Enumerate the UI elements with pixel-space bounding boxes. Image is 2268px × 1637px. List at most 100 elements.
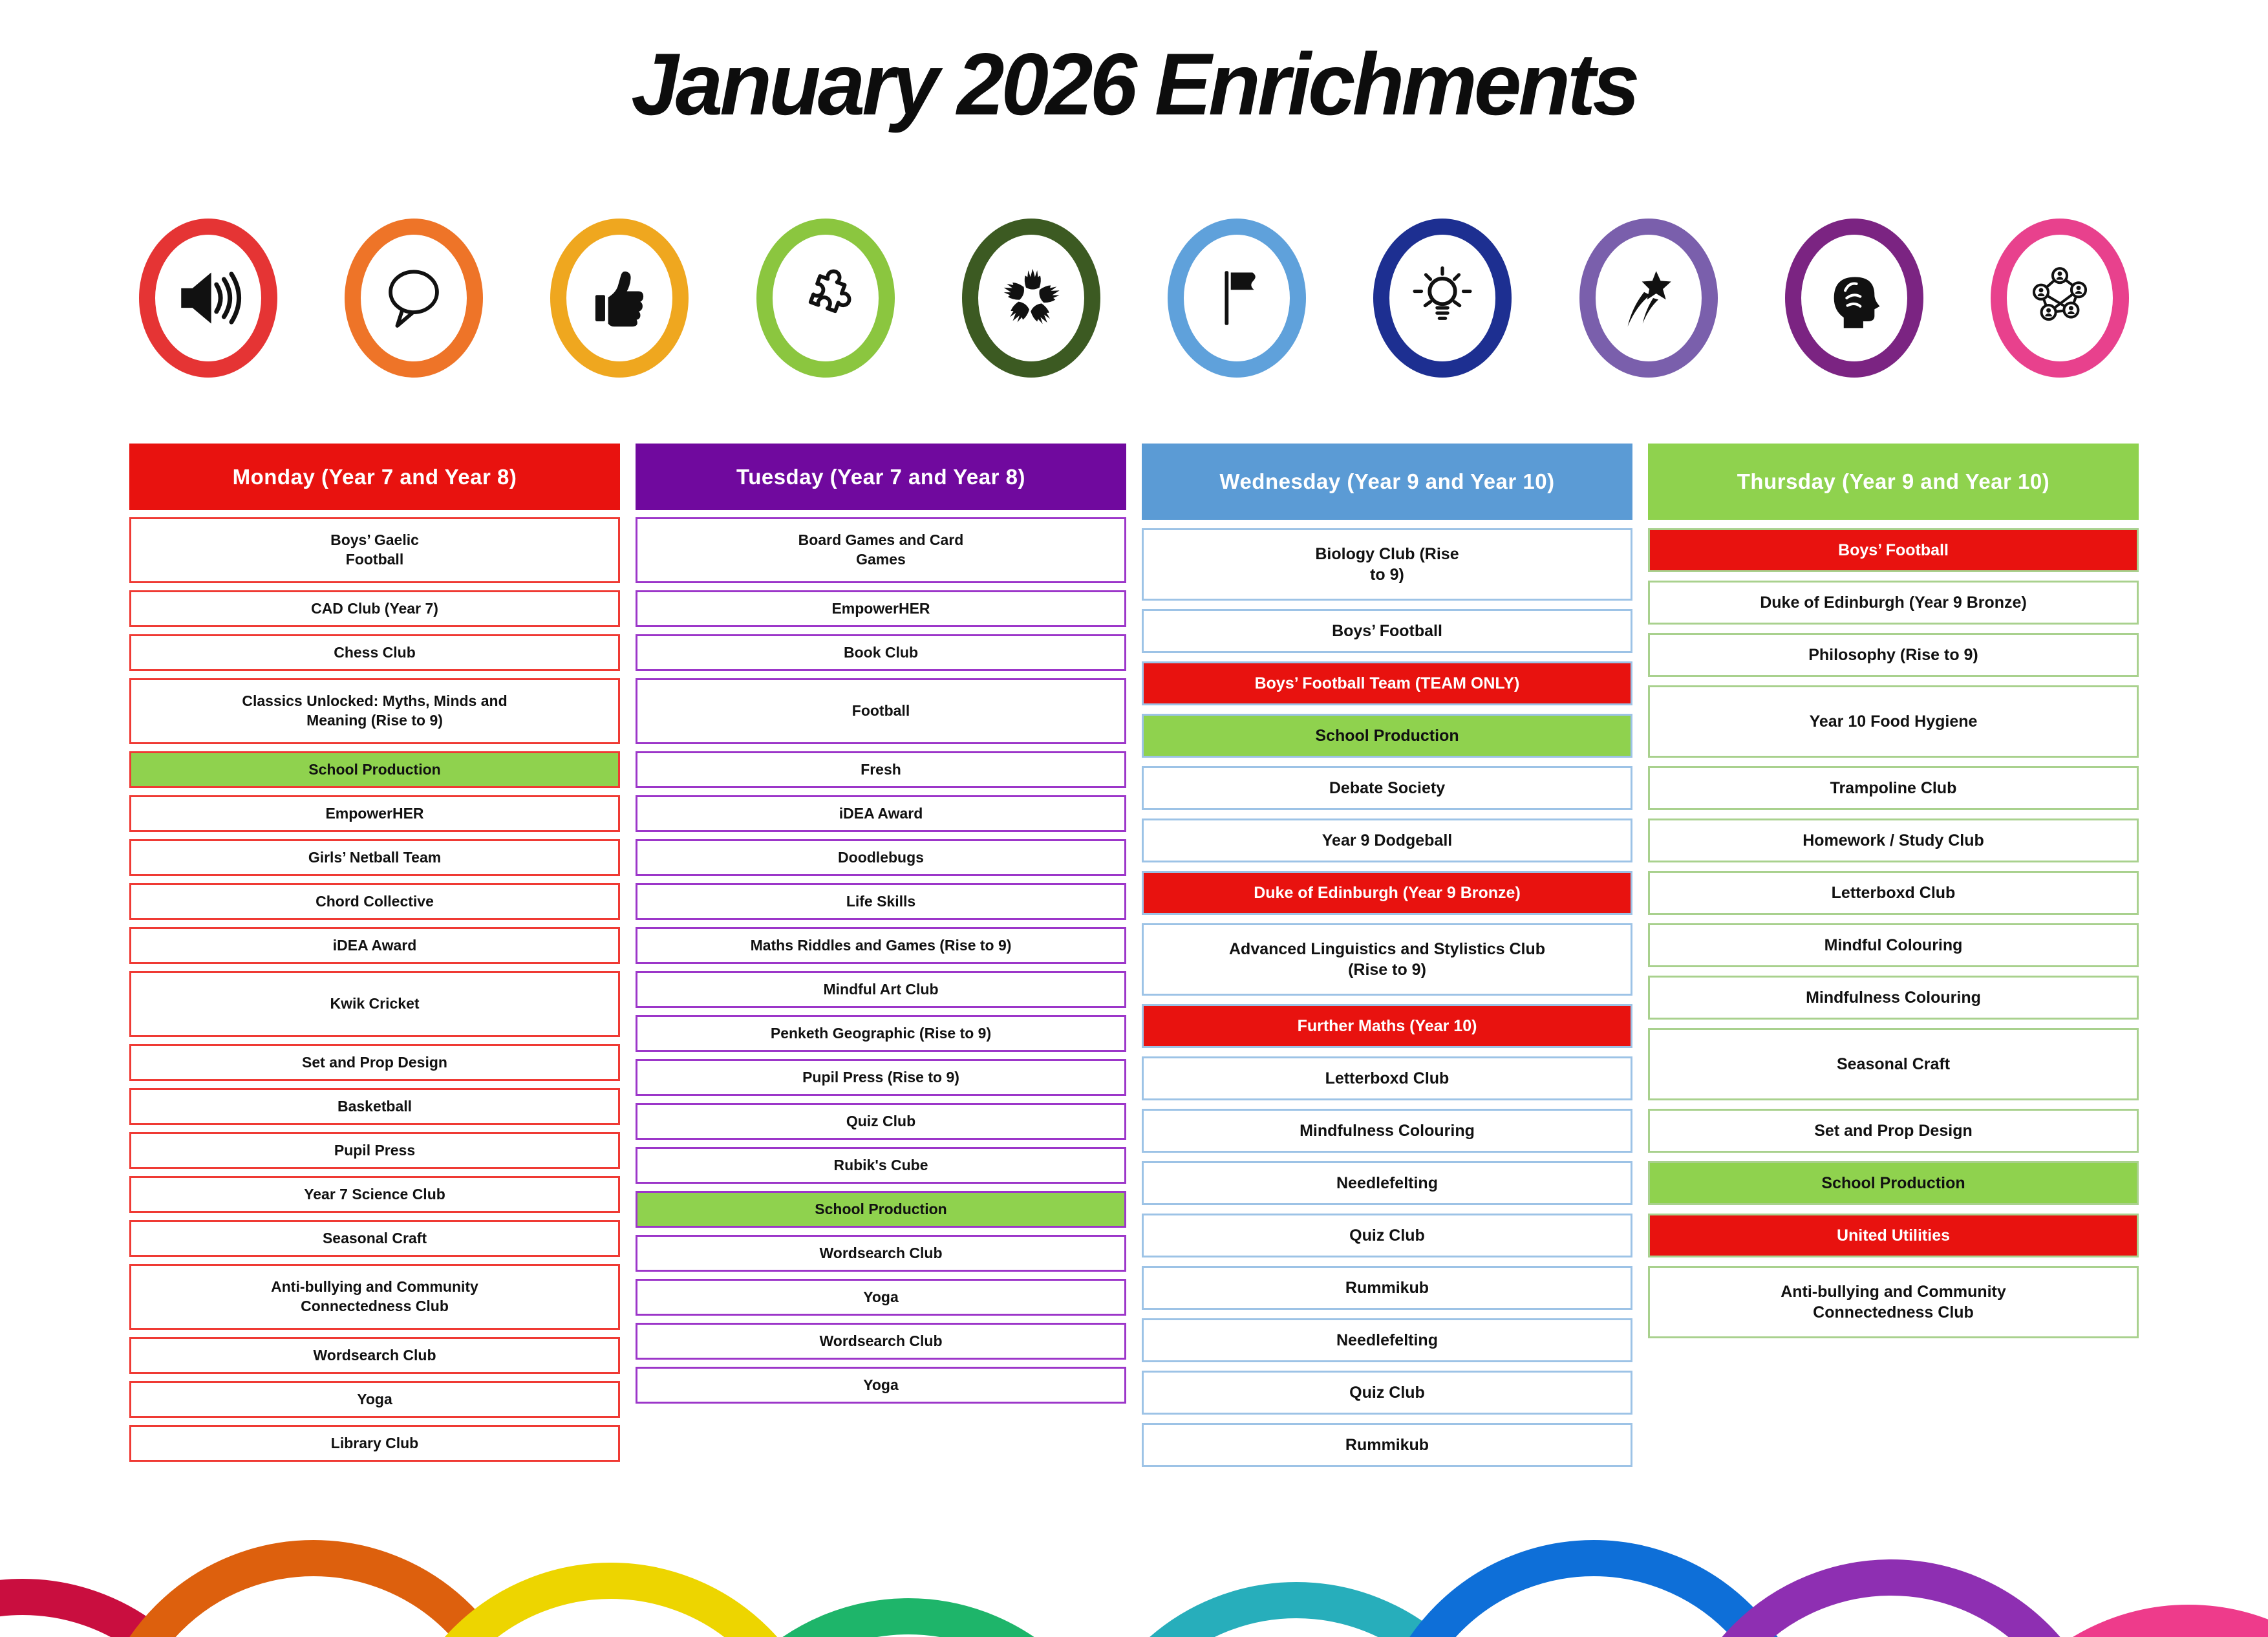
column-thursday: Thursday (Year 9 and Year 10) Boys’ Footb… — [1648, 444, 2139, 1338]
enrichment-item: Penketh Geographic (Rise to 9) — [636, 1015, 1126, 1052]
column-tuesday: Tuesday (Year 7 and Year 8) Board Games a… — [636, 444, 1126, 1404]
ring-decoration — [685, 1598, 1131, 1637]
ring-decoration — [0, 1579, 246, 1637]
enrichment-item: CAD Club (Year 7) — [129, 590, 620, 627]
speech-bubble-icon — [376, 261, 451, 336]
enrichment-item: Anti-bullying and Community Connectednes… — [129, 1264, 620, 1330]
enrichment-item: EmpowerHER — [636, 590, 1126, 627]
page-title: January 2026 Enrichments — [631, 35, 1640, 133]
enrichment-item: Homework / Study Club — [1648, 818, 2139, 862]
enrichment-item: Letterboxd Club — [1648, 871, 2139, 915]
lightbulb-icon-ring — [1373, 219, 1512, 378]
enrichment-item: Duke of Edinburgh (Year 9 Bronze) — [1142, 871, 1632, 915]
enrichment-item: Boys’ Football — [1142, 609, 1632, 653]
enrichment-item: Chord Collective — [129, 883, 620, 920]
enrichment-item: Library Club — [129, 1425, 620, 1462]
enrichment-item: Mindfulness Colouring — [1142, 1109, 1632, 1153]
brain-head-icon — [1817, 261, 1892, 336]
enrichment-item: Year 9 Dodgeball — [1142, 818, 1632, 862]
column-monday: Monday (Year 7 and Year 8) Boys’ Gaelic F… — [129, 444, 620, 1462]
speaker-icon-ring — [139, 219, 277, 378]
enrichment-item: Year 7 Science Club — [129, 1176, 620, 1213]
column-wednesday: Wednesday (Year 9 and Year 10) Biology Cl… — [1142, 444, 1632, 1467]
enrichment-item: iDEA Award — [129, 927, 620, 964]
column-header-wednesday: Wednesday (Year 9 and Year 10) — [1142, 444, 1632, 520]
enrichment-item: Wordsearch Club — [636, 1235, 1126, 1272]
flag-icon — [1199, 261, 1274, 336]
enrichment-item: Yoga — [129, 1381, 620, 1418]
enrichment-item: Mindful Art Club — [636, 971, 1126, 1008]
puzzle-piece-icon — [788, 261, 863, 336]
column-header-thursday: Thursday (Year 9 and Year 10) — [1648, 444, 2139, 520]
flag-icon-ring — [1168, 219, 1307, 378]
enrichment-item: Anti-bullying and Community Connectednes… — [1648, 1266, 2139, 1338]
ring-decoration — [1668, 1559, 2114, 1637]
people-network-icon-ring — [1990, 219, 2129, 378]
enrichment-item: Boys’ Football — [1648, 528, 2139, 572]
enrichment-item: Chess Club — [129, 634, 620, 671]
enrichment-item: Pupil Press — [129, 1132, 620, 1169]
people-network-icon — [2022, 261, 2097, 336]
ring-decoration — [388, 1563, 834, 1637]
brain-head-icon-ring — [1784, 219, 1923, 378]
enrichment-item: United Utilities — [1648, 1214, 2139, 1257]
enrichment-item: Girls’ Netball Team — [129, 839, 620, 876]
shooting-star-icon — [1611, 261, 1686, 336]
enrichment-item: Football — [636, 678, 1126, 744]
enrichment-item: Set and Prop Design — [129, 1044, 620, 1081]
icon-badge-row — [0, 217, 2268, 379]
speaker-icon — [171, 261, 246, 336]
enrichment-item: Mindful Colouring — [1648, 923, 2139, 967]
enrichment-item: Advanced Linguistics and Stylistics Club… — [1142, 923, 1632, 996]
enrichment-item: Kwik Cricket — [129, 971, 620, 1037]
enrichment-item: Maths Riddles and Games (Rise to 9) — [636, 927, 1126, 964]
enrichment-item: Board Games and Card Games — [636, 517, 1126, 583]
ring-decoration — [1073, 1582, 1519, 1637]
enrichment-table: Monday (Year 7 and Year 8) Boys’ Gaelic F… — [0, 444, 2268, 1467]
enrichment-item: Year 10 Food Hygiene — [1648, 685, 2139, 758]
enrichment-item: Needlefelting — [1142, 1318, 1632, 1362]
hands-star-icon — [994, 261, 1069, 336]
enrichment-item: Philosophy (Rise to 9) — [1648, 633, 2139, 677]
enrichment-item: Doodlebugs — [636, 839, 1126, 876]
enrichment-item: Mindfulness Colouring — [1648, 976, 2139, 1020]
speech-bubble-icon-ring — [345, 219, 484, 378]
enrichment-item: Seasonal Craft — [129, 1220, 620, 1257]
enrichment-item: iDEA Award — [636, 795, 1126, 832]
enrichment-item: School Production — [1648, 1161, 2139, 1205]
ring-decoration — [1371, 1540, 1817, 1637]
enrichment-item: EmpowerHER — [129, 795, 620, 832]
thumbs-up-icon-ring — [550, 219, 689, 378]
shooting-star-icon-ring — [1579, 219, 1718, 378]
enrichment-item: Basketball — [129, 1088, 620, 1125]
enrichment-item: Biology Club (Rise to 9) — [1142, 528, 1632, 601]
enrichment-item: Trampoline Club — [1648, 766, 2139, 810]
column-header-monday: Monday (Year 7 and Year 8) — [129, 444, 620, 510]
hands-star-icon-ring — [961, 219, 1100, 378]
enrichment-item: Quiz Club — [636, 1103, 1126, 1140]
enrichment-item: Needlefelting — [1142, 1161, 1632, 1205]
enrichment-item: Rummikub — [1142, 1423, 1632, 1467]
column-header-tuesday: Tuesday (Year 7 and Year 8) — [636, 444, 1126, 510]
enrichment-item: Fresh — [636, 751, 1126, 788]
enrichment-item: Seasonal Craft — [1648, 1028, 2139, 1100]
enrichment-item: Quiz Club — [1142, 1214, 1632, 1257]
enrichment-item: Boys’ Football Team (TEAM ONLY) — [1142, 661, 1632, 705]
enrichment-item: Book Club — [636, 634, 1126, 671]
enrichment-item: Set and Prop Design — [1648, 1109, 2139, 1153]
enrichment-item: Rubik's Cube — [636, 1147, 1126, 1184]
enrichment-item: Yoga — [636, 1367, 1126, 1404]
ring-decoration — [91, 1540, 537, 1637]
enrichment-item: Quiz Club — [1142, 1371, 1632, 1415]
enrichment-item: Life Skills — [636, 883, 1126, 920]
enrichment-item: Further Maths (Year 10) — [1142, 1004, 1632, 1048]
enrichment-item: Duke of Edinburgh (Year 9 Bronze) — [1648, 581, 2139, 625]
enrichment-item: School Production — [636, 1191, 1126, 1228]
enrichment-item: School Production — [1142, 714, 1632, 758]
lightbulb-icon — [1405, 261, 1480, 336]
enrichment-item: Letterboxd Club — [1142, 1056, 1632, 1100]
enrichment-item: Pupil Press (Rise to 9) — [636, 1059, 1126, 1096]
enrichment-item: Classics Unlocked: Myths, Minds and Mean… — [129, 678, 620, 744]
enrichment-item: Rummikub — [1142, 1266, 1632, 1310]
enrichment-item: Debate Society — [1142, 766, 1632, 810]
